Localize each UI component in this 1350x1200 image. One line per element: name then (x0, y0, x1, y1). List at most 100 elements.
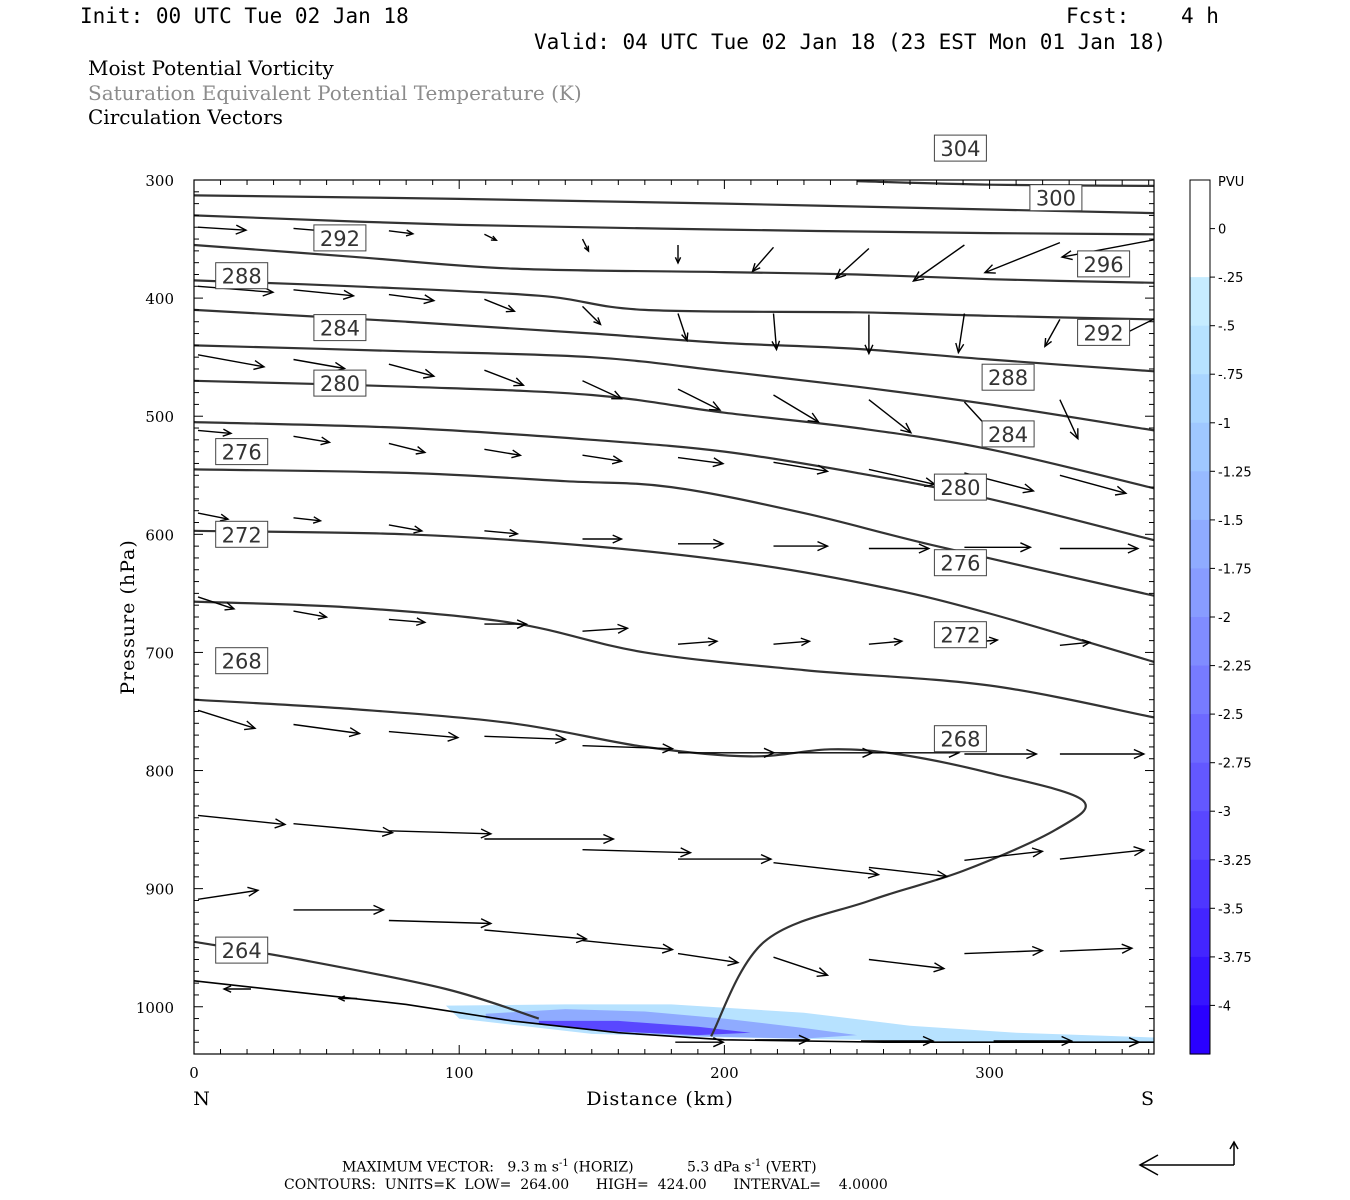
circulation-vector (582, 623, 630, 634)
vector-head (415, 446, 427, 455)
contour-label: 284 (313, 314, 367, 342)
vector-head (918, 543, 931, 554)
contour-label-text: 296 (1084, 253, 1124, 277)
vector-head (342, 289, 356, 300)
vector-head (554, 733, 568, 745)
contour-label-box (933, 725, 987, 753)
contour-label-box (215, 520, 269, 548)
circulation-vector (677, 456, 725, 468)
contour-label: 272 (933, 621, 987, 649)
circulation-vector (484, 448, 523, 459)
vector-head (244, 720, 257, 731)
vector-head (222, 985, 232, 993)
vector-head (611, 390, 624, 400)
vector-head (423, 294, 436, 305)
vector-shaft (293, 723, 360, 735)
vector-head (1133, 748, 1146, 760)
vector-head (713, 538, 725, 549)
vector-shaft (868, 468, 936, 486)
circulation-vector (197, 428, 233, 437)
y-tick-labels: 300 400 500 600 700 800 900 1000 (136, 172, 174, 1017)
vector-shaft (582, 939, 673, 951)
circulation-vector (484, 233, 498, 242)
y-tick-label: 800 (145, 763, 174, 781)
contour-label-box (215, 936, 269, 964)
circulation-vector (678, 538, 725, 549)
y-tick-label: 700 (145, 644, 174, 662)
vector-shaft (484, 735, 566, 740)
colorbar-swatch (1190, 471, 1210, 521)
vector-head (912, 271, 925, 282)
circulation-vector (677, 637, 719, 647)
circulation-vector (388, 828, 493, 839)
contour-label: 268 (215, 647, 269, 675)
contour-label-text: 284 (988, 423, 1028, 447)
contour-label: 296 (1077, 250, 1131, 278)
circulation-vector (582, 380, 624, 400)
vector-shaft (388, 524, 423, 532)
circulation-vector (677, 388, 722, 411)
vector-head (516, 619, 529, 629)
vector-head (513, 377, 525, 387)
vector-shaft (964, 850, 1043, 861)
circulation-vector (388, 524, 424, 534)
contour-label-box (933, 473, 987, 501)
vector-shaft (582, 380, 622, 400)
circulation-vector (771, 313, 781, 352)
vector-shaft (677, 456, 724, 465)
max-vector-vert: 5.3 dPa s (687, 1159, 752, 1176)
vector-head (480, 918, 493, 929)
contour-label-text: 280 (320, 372, 360, 396)
vector-shaft (582, 627, 628, 632)
circulation-vector (582, 534, 624, 544)
colorbar-label: -.75 (1218, 368, 1243, 383)
vector-shaft (1044, 319, 1061, 347)
max-vector-horiz-exp: -1 (558, 1158, 569, 1169)
vector-shaft (984, 241, 1061, 274)
south-label: S (1141, 1088, 1155, 1110)
circulation-vector (293, 823, 395, 837)
circulation-vector (582, 305, 602, 326)
y-tick-label: 600 (145, 526, 174, 544)
vector-head (816, 967, 830, 977)
circulation-vector (388, 730, 460, 742)
colorbar-swatch (1190, 325, 1210, 375)
vector-shaft (835, 247, 870, 280)
vector-shaft (293, 358, 345, 370)
vector-shaft (293, 517, 321, 522)
circulation-vector (1059, 943, 1134, 954)
vector-shaft (388, 363, 435, 377)
contour-label: 300 (1029, 184, 1083, 212)
pv-area-medium (485, 1009, 857, 1039)
contour-label-box (1077, 250, 1131, 278)
colorbar-label: -3.5 (1218, 902, 1243, 917)
vector-shaft (964, 949, 1043, 955)
vector-head (274, 818, 287, 829)
vector-shaft (388, 830, 491, 835)
contour-label-text: 276 (222, 441, 262, 465)
max-vector-horiz: 9.3 m s (507, 1159, 559, 1176)
contour-label-box (933, 549, 987, 577)
vector-head (680, 847, 693, 858)
colorbar-swatch (1190, 422, 1210, 472)
contour-300 (194, 279, 1154, 321)
vector-head (817, 540, 830, 552)
vector-head (253, 360, 266, 371)
vector-shaft (197, 889, 259, 900)
vector-head (807, 412, 820, 423)
vector-head (508, 528, 520, 538)
contour-info: CONTOURS: UNITS=K LOW= 264.00 HIGH= 424.… (284, 1177, 888, 1193)
contour-label: 276 (215, 438, 269, 466)
circulation-vector (773, 956, 830, 977)
circulation-vector (484, 929, 589, 944)
vector-shaft (582, 745, 673, 750)
circulation-vector (868, 958, 946, 973)
vector-head (422, 368, 436, 379)
circulation-vector (955, 313, 966, 355)
vector-head (1060, 250, 1073, 261)
vector-head (661, 943, 675, 954)
vector-shaft (484, 448, 521, 456)
contour-284 (194, 421, 1154, 542)
circulation-vector (293, 516, 323, 524)
circulation-vector (293, 289, 356, 300)
